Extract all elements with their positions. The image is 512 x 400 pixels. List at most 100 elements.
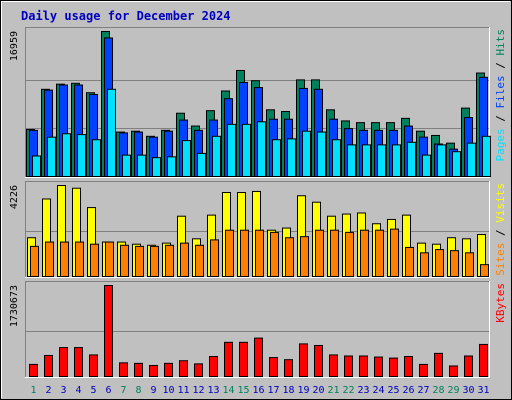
bar-pages-day-23 (362, 144, 371, 178)
legend: Pages / Files / Hits (494, 29, 507, 162)
bar-sites-day-7 (120, 244, 129, 278)
bar-pages-day-14 (227, 123, 236, 177)
bar-sites-day-20 (315, 229, 324, 277)
bar-kbytes-day-31 (479, 343, 488, 378)
bar-pages-day-4 (77, 134, 86, 178)
bar-pages-day-12 (197, 152, 206, 178)
bar-kbytes-day-30 (464, 355, 473, 378)
bar-pages-day-30 (467, 142, 476, 178)
panel-kbytes: 1730673 KBytes (9, 281, 507, 378)
bar-kbytes-day-29 (449, 365, 458, 377)
bar-pages-day-7 (122, 154, 131, 178)
bar-kbytes-day-2 (44, 354, 53, 377)
bar-pages-day-25 (392, 144, 401, 178)
legend-entry: / (494, 223, 507, 243)
bar-sites-day-21 (330, 229, 339, 277)
x-tick-label: 25 (387, 385, 399, 396)
bar-pages-day-28 (437, 144, 446, 178)
panel-visitors: 4226 Sites / Visits (9, 181, 507, 278)
chart-panels: 16959 Pages / Files / Hits 4226 Sites / Vis… (9, 27, 507, 378)
x-tick-label: 27 (417, 385, 429, 396)
bar-sites-day-8 (135, 245, 144, 277)
bar-kbytes-day-6 (104, 285, 113, 377)
legend-entry: Hits (494, 29, 507, 56)
bar-kbytes-day-25 (389, 357, 398, 377)
bar-sites-day-31 (480, 264, 489, 277)
x-tick-label: 5 (90, 385, 96, 396)
bar-sites-day-6 (105, 241, 114, 277)
x-tick-label: 23 (357, 385, 369, 396)
x-tick-label: 14 (222, 385, 234, 396)
x-tick-label: 29 (447, 385, 459, 396)
bar-kbytes-day-14 (224, 341, 233, 377)
bar-kbytes-day-20 (314, 344, 323, 377)
bar-kbytes-day-7 (119, 362, 128, 377)
bar-pages-day-3 (62, 133, 71, 177)
bar-kbytes-day-16 (254, 337, 263, 377)
bar-kbytes-day-13 (209, 356, 218, 378)
x-tick-label: 30 (462, 385, 474, 396)
y-axis-max-label: 4226 (9, 185, 20, 209)
bar-sites-day-9 (150, 245, 159, 277)
bar-pages-day-6 (107, 88, 116, 177)
bar-kbytes-day-19 (299, 343, 308, 377)
x-tick-label: 20 (312, 385, 324, 396)
chart-title: Daily usage for December 2024 (21, 9, 231, 23)
bar-kbytes-day-23 (359, 355, 368, 378)
bar-pages-day-11 (182, 140, 191, 177)
x-tick-label: 8 (135, 385, 141, 396)
bar-sites-day-12 (195, 244, 204, 278)
x-tick-label: 31 (477, 385, 489, 396)
bar-pages-day-29 (452, 151, 461, 178)
x-tick-label: 12 (192, 385, 204, 396)
bar-sites-day-25 (390, 228, 399, 278)
x-tick-label: 9 (150, 385, 156, 396)
legend-entry: / (494, 56, 507, 76)
bar-pages-day-24 (377, 144, 386, 178)
x-tick-label: 24 (372, 385, 384, 396)
bar-kbytes-day-5 (89, 354, 98, 378)
x-tick-label: 26 (402, 385, 414, 396)
legend-entry: Files (494, 75, 507, 108)
bar-pages-day-8 (137, 154, 146, 178)
bar-sites-day-5 (90, 243, 99, 277)
bar-sites-day-24 (375, 229, 384, 277)
y-axis-max-label: 1730673 (9, 285, 20, 327)
x-tick-label: 7 (120, 385, 126, 396)
bar-sites-day-14 (225, 229, 234, 277)
bar-pages-day-18 (287, 138, 296, 177)
bar-kbytes-day-3 (59, 347, 68, 378)
bar-kbytes-day-26 (404, 356, 413, 378)
bar-sites-day-22 (345, 231, 354, 277)
bar-sites-day-15 (240, 229, 249, 277)
bar-kbytes-day-18 (284, 359, 293, 377)
bar-sites-day-23 (360, 229, 369, 277)
bar-sites-day-10 (165, 244, 174, 278)
bar-kbytes-day-28 (434, 352, 443, 378)
x-tick-label: 1 (30, 385, 36, 396)
bar-sites-day-2 (45, 241, 54, 277)
bar-sites-day-17 (270, 231, 279, 277)
bar-pages-day-10 (167, 156, 176, 178)
bar-kbytes-day-4 (74, 347, 83, 378)
bar-pages-day-31 (482, 135, 491, 178)
bar-kbytes-day-27 (419, 363, 428, 377)
legend: KBytes (494, 283, 507, 323)
bar-sites-day-13 (210, 239, 219, 277)
bar-sites-day-26 (405, 246, 414, 278)
legend: Sites / Visits (494, 183, 507, 276)
bar-sites-day-1 (30, 245, 39, 277)
x-tick-label: 11 (177, 385, 189, 396)
bar-pages-day-21 (332, 139, 341, 178)
legend-entry: / (494, 109, 507, 129)
bar-kbytes-day-22 (344, 355, 353, 378)
x-tick-label: 2 (45, 385, 51, 396)
x-tick-label: 17 (267, 385, 279, 396)
x-tick-label: 28 (432, 385, 444, 396)
bar-pages-day-20 (317, 131, 326, 177)
bar-pages-day-9 (152, 157, 161, 177)
x-tick-label: 3 (60, 385, 66, 396)
legend-entry: Visits (494, 183, 507, 223)
